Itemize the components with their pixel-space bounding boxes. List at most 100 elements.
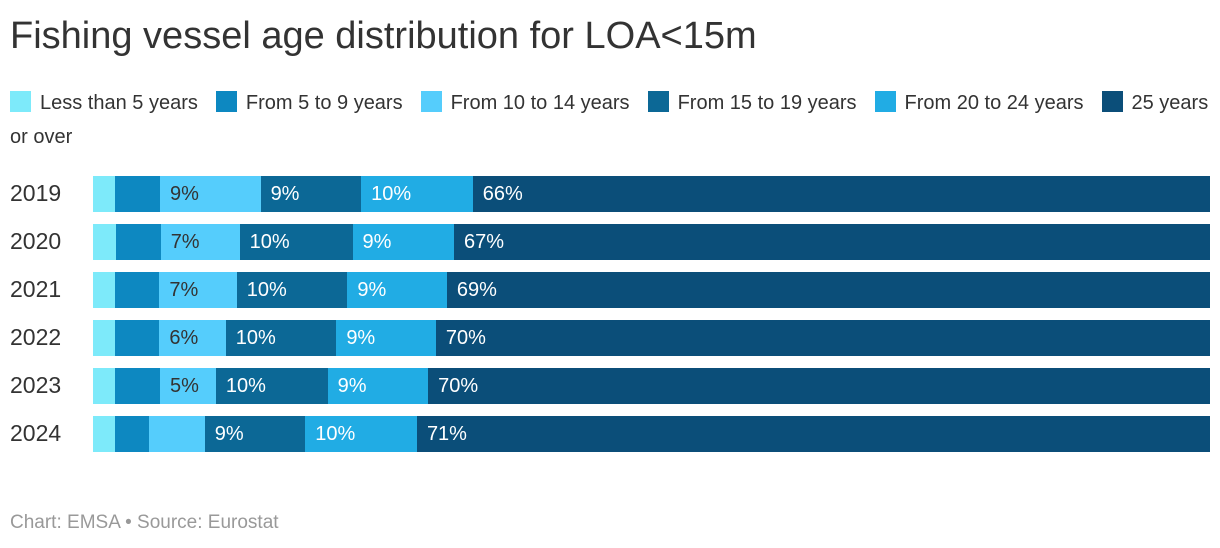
legend: Less than 5 years From 5 to 9 years From 1… [10, 86, 1210, 154]
segment-value-label: 6% [169, 326, 199, 349]
bar: 7% 10% 9% 69% [93, 271, 1210, 308]
bar-segment: 9% [160, 175, 261, 212]
bar-segment [93, 367, 116, 404]
segment-value-label: 10% [315, 422, 356, 445]
bar: 6% 10% 9% 70% [93, 319, 1210, 356]
segment-value-label: 10% [225, 374, 266, 397]
bar-segment [148, 415, 205, 452]
legend-label: From 20 to 24 years [904, 91, 1084, 114]
bar: 9% 9% 10% 66% [93, 175, 1211, 212]
segment-value-label: 69% [456, 278, 497, 301]
bar-segment: 71% [416, 415, 1210, 452]
chart-footer: Chart: EMSA • Source: Eurostat [10, 512, 279, 533]
segment-value-label: 9% [337, 374, 367, 397]
legend-item: From 5 to 9 years [215, 90, 403, 114]
bar-segment: 7% [159, 271, 237, 308]
segment-value-label: 71% [426, 422, 467, 445]
chart-container: Fishing vessel age distribution for LOA<… [0, 14, 1220, 548]
bar-segment [93, 319, 116, 356]
legend-item: From 10 to 14 years [420, 90, 630, 114]
bar-segment: 10% [215, 367, 328, 404]
year-label: 2020 [10, 228, 62, 255]
bar-segment: 9% [352, 223, 455, 260]
bar-segment: 9% [327, 367, 429, 404]
bar-segment: 9% [260, 175, 362, 212]
bar-segment: 10% [225, 319, 337, 356]
legend-swatch-icon [215, 90, 237, 112]
bar-segment: 9% [347, 271, 447, 308]
segment-value-label: 67% [464, 230, 505, 253]
bar-segment: 10% [239, 223, 353, 260]
bar-segment [115, 271, 160, 308]
bar-segment [115, 415, 149, 452]
segment-value-label: 5% [170, 374, 199, 397]
bar-segment [115, 319, 160, 356]
bar-segment: 67% [454, 223, 1210, 260]
year-label: 2023 [10, 372, 62, 399]
bar-segment [115, 175, 161, 212]
legend-item: Less than 5 years [10, 90, 198, 114]
bar-segment [115, 223, 161, 260]
year-label: 2021 [10, 276, 62, 303]
segment-value-label: 10% [235, 326, 276, 349]
bar-segment: 69% [446, 271, 1210, 308]
bar-segment: 9% [204, 415, 306, 452]
bar-row: 2022 6% 10% 9% 70% [10, 319, 1210, 356]
bar-segment: 10% [305, 415, 417, 452]
bar-segment: 7% [160, 223, 240, 260]
legend-label: From 10 to 14 years [450, 91, 630, 114]
bar-row: 2024 9% 10% 71% [10, 415, 1210, 452]
bar: 9% 10% 71% [93, 415, 1210, 452]
bar-segment: 6% [159, 319, 226, 356]
year-label: 2024 [10, 420, 62, 447]
bar-segment [93, 223, 116, 260]
segment-value-label: 9% [170, 182, 199, 205]
segment-value-label: 7% [170, 230, 200, 253]
segment-value-label: 10% [371, 182, 412, 205]
legend-item: From 15 to 19 years [647, 90, 857, 114]
segment-value-label: 9% [214, 422, 244, 445]
segment-value-label: 9% [346, 326, 376, 349]
bar-segment: 66% [472, 175, 1211, 212]
bar-segment [93, 175, 116, 212]
bar-segment: 5% [160, 367, 216, 404]
bar-segment: 9% [336, 319, 436, 356]
bar-row: 2019 9% 9% 10% 66% [10, 175, 1211, 212]
bar-segment: 70% [435, 319, 1210, 356]
bar-segment [93, 415, 116, 452]
legend-item: 25 years or over [10, 90, 1209, 148]
legend-swatch-icon [874, 90, 896, 112]
legend-label: From 5 to 9 years [245, 91, 403, 114]
chart-title: Fishing vessel age distribution for LOA<… [10, 15, 757, 57]
legend-swatch-icon [1101, 90, 1123, 112]
segment-value-label: 10% [249, 230, 290, 253]
segment-value-label: 9% [270, 182, 300, 205]
bar-row: 2021 7% 10% 9% 69% [10, 271, 1210, 308]
legend-label: 25 years or over [10, 91, 1209, 148]
segment-value-label: 66% [482, 182, 523, 205]
legend-swatch-icon [420, 90, 442, 112]
segment-value-label: 9% [357, 278, 387, 301]
legend-swatch-icon [10, 90, 31, 112]
legend-label: From 15 to 19 years [677, 91, 857, 114]
bar: 5% 10% 9% 70% [93, 367, 1211, 404]
legend-swatch-icon [647, 90, 669, 112]
segment-value-label: 9% [362, 230, 392, 253]
bar: 7% 10% 9% 67% [93, 223, 1210, 260]
bar-segment [115, 367, 161, 404]
bar-row: 2020 7% 10% 9% 67% [10, 223, 1210, 260]
bar-segment: 10% [361, 175, 473, 212]
bar-chart: 2019 9% 9% 10% 66% 2020 7% 10% 9% 67% 2021 7% 10% 9% 6… [10, 175, 1211, 452]
segment-value-label: 10% [246, 278, 287, 301]
legend-item: From 20 to 24 years [874, 90, 1084, 114]
bar-row: 2023 5% 10% 9% 70% [10, 367, 1211, 404]
bar-segment [93, 271, 116, 308]
segment-value-label: 7% [169, 278, 199, 301]
segment-value-label: 70% [445, 326, 486, 349]
legend-label: Less than 5 years [40, 91, 198, 114]
bar-segment: 10% [236, 271, 348, 308]
year-label: 2019 [10, 180, 62, 207]
year-label: 2022 [10, 324, 62, 351]
bar-segment: 70% [428, 367, 1211, 404]
segment-value-label: 70% [438, 374, 479, 397]
